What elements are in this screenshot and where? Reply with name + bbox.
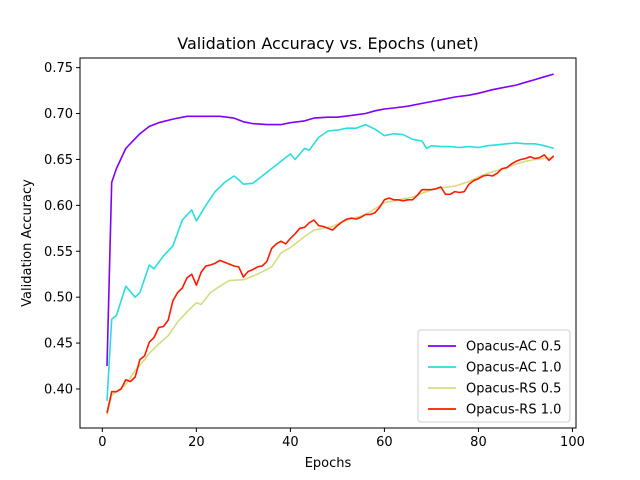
x-tick-label: 40 — [282, 435, 299, 450]
legend: Opacus-AC 0.5 Opacus-AC 1.0 Opacus-RS 0.5 O… — [417, 329, 571, 423]
x-tick-label: 0 — [98, 435, 106, 450]
y-tick-label: 0.45 — [44, 337, 73, 352]
x-tick-label: 100 — [560, 435, 585, 450]
y-tick-label: 0.65 — [44, 153, 73, 168]
x-axis-ticks: 0 20 40 60 80 100 — [98, 428, 585, 450]
plot-frame — [79, 57, 577, 429]
legend-label: Opacus-RS 0.5 — [466, 382, 561, 397]
series-line-1 — [106, 73, 554, 367]
y-tick-label: 0.75 — [44, 61, 73, 76]
legend-label: Opacus-AC 1.0 — [466, 361, 562, 376]
series-line-4 — [106, 154, 555, 414]
chart-title: Validation Accuracy vs. Epochs (unet) — [177, 34, 479, 53]
series-line-2 — [106, 123, 554, 401]
series-layer — [106, 73, 555, 415]
x-tick-label: 60 — [376, 435, 393, 450]
x-tick-label: 20 — [188, 435, 205, 450]
y-axis-title: Validation Accuracy — [20, 179, 35, 307]
legend-box — [417, 329, 571, 423]
y-tick-label: 0.60 — [44, 199, 73, 214]
legend-label: Opacus-RS 1.0 — [466, 403, 561, 418]
y-tick-label: 0.40 — [44, 382, 73, 397]
x-axis-title: Epochs — [305, 456, 352, 471]
y-axis-ticks: 0.40 0.45 0.50 0.55 0.60 0.65 0.70 0.75 — [44, 61, 80, 397]
y-tick-label: 0.70 — [44, 107, 73, 122]
series-line-3 — [106, 156, 554, 415]
x-tick-label: 80 — [470, 435, 487, 450]
y-tick-label: 0.50 — [44, 291, 73, 306]
legend-label: Opacus-AC 0.5 — [466, 340, 562, 355]
y-tick-label: 0.55 — [44, 245, 73, 260]
